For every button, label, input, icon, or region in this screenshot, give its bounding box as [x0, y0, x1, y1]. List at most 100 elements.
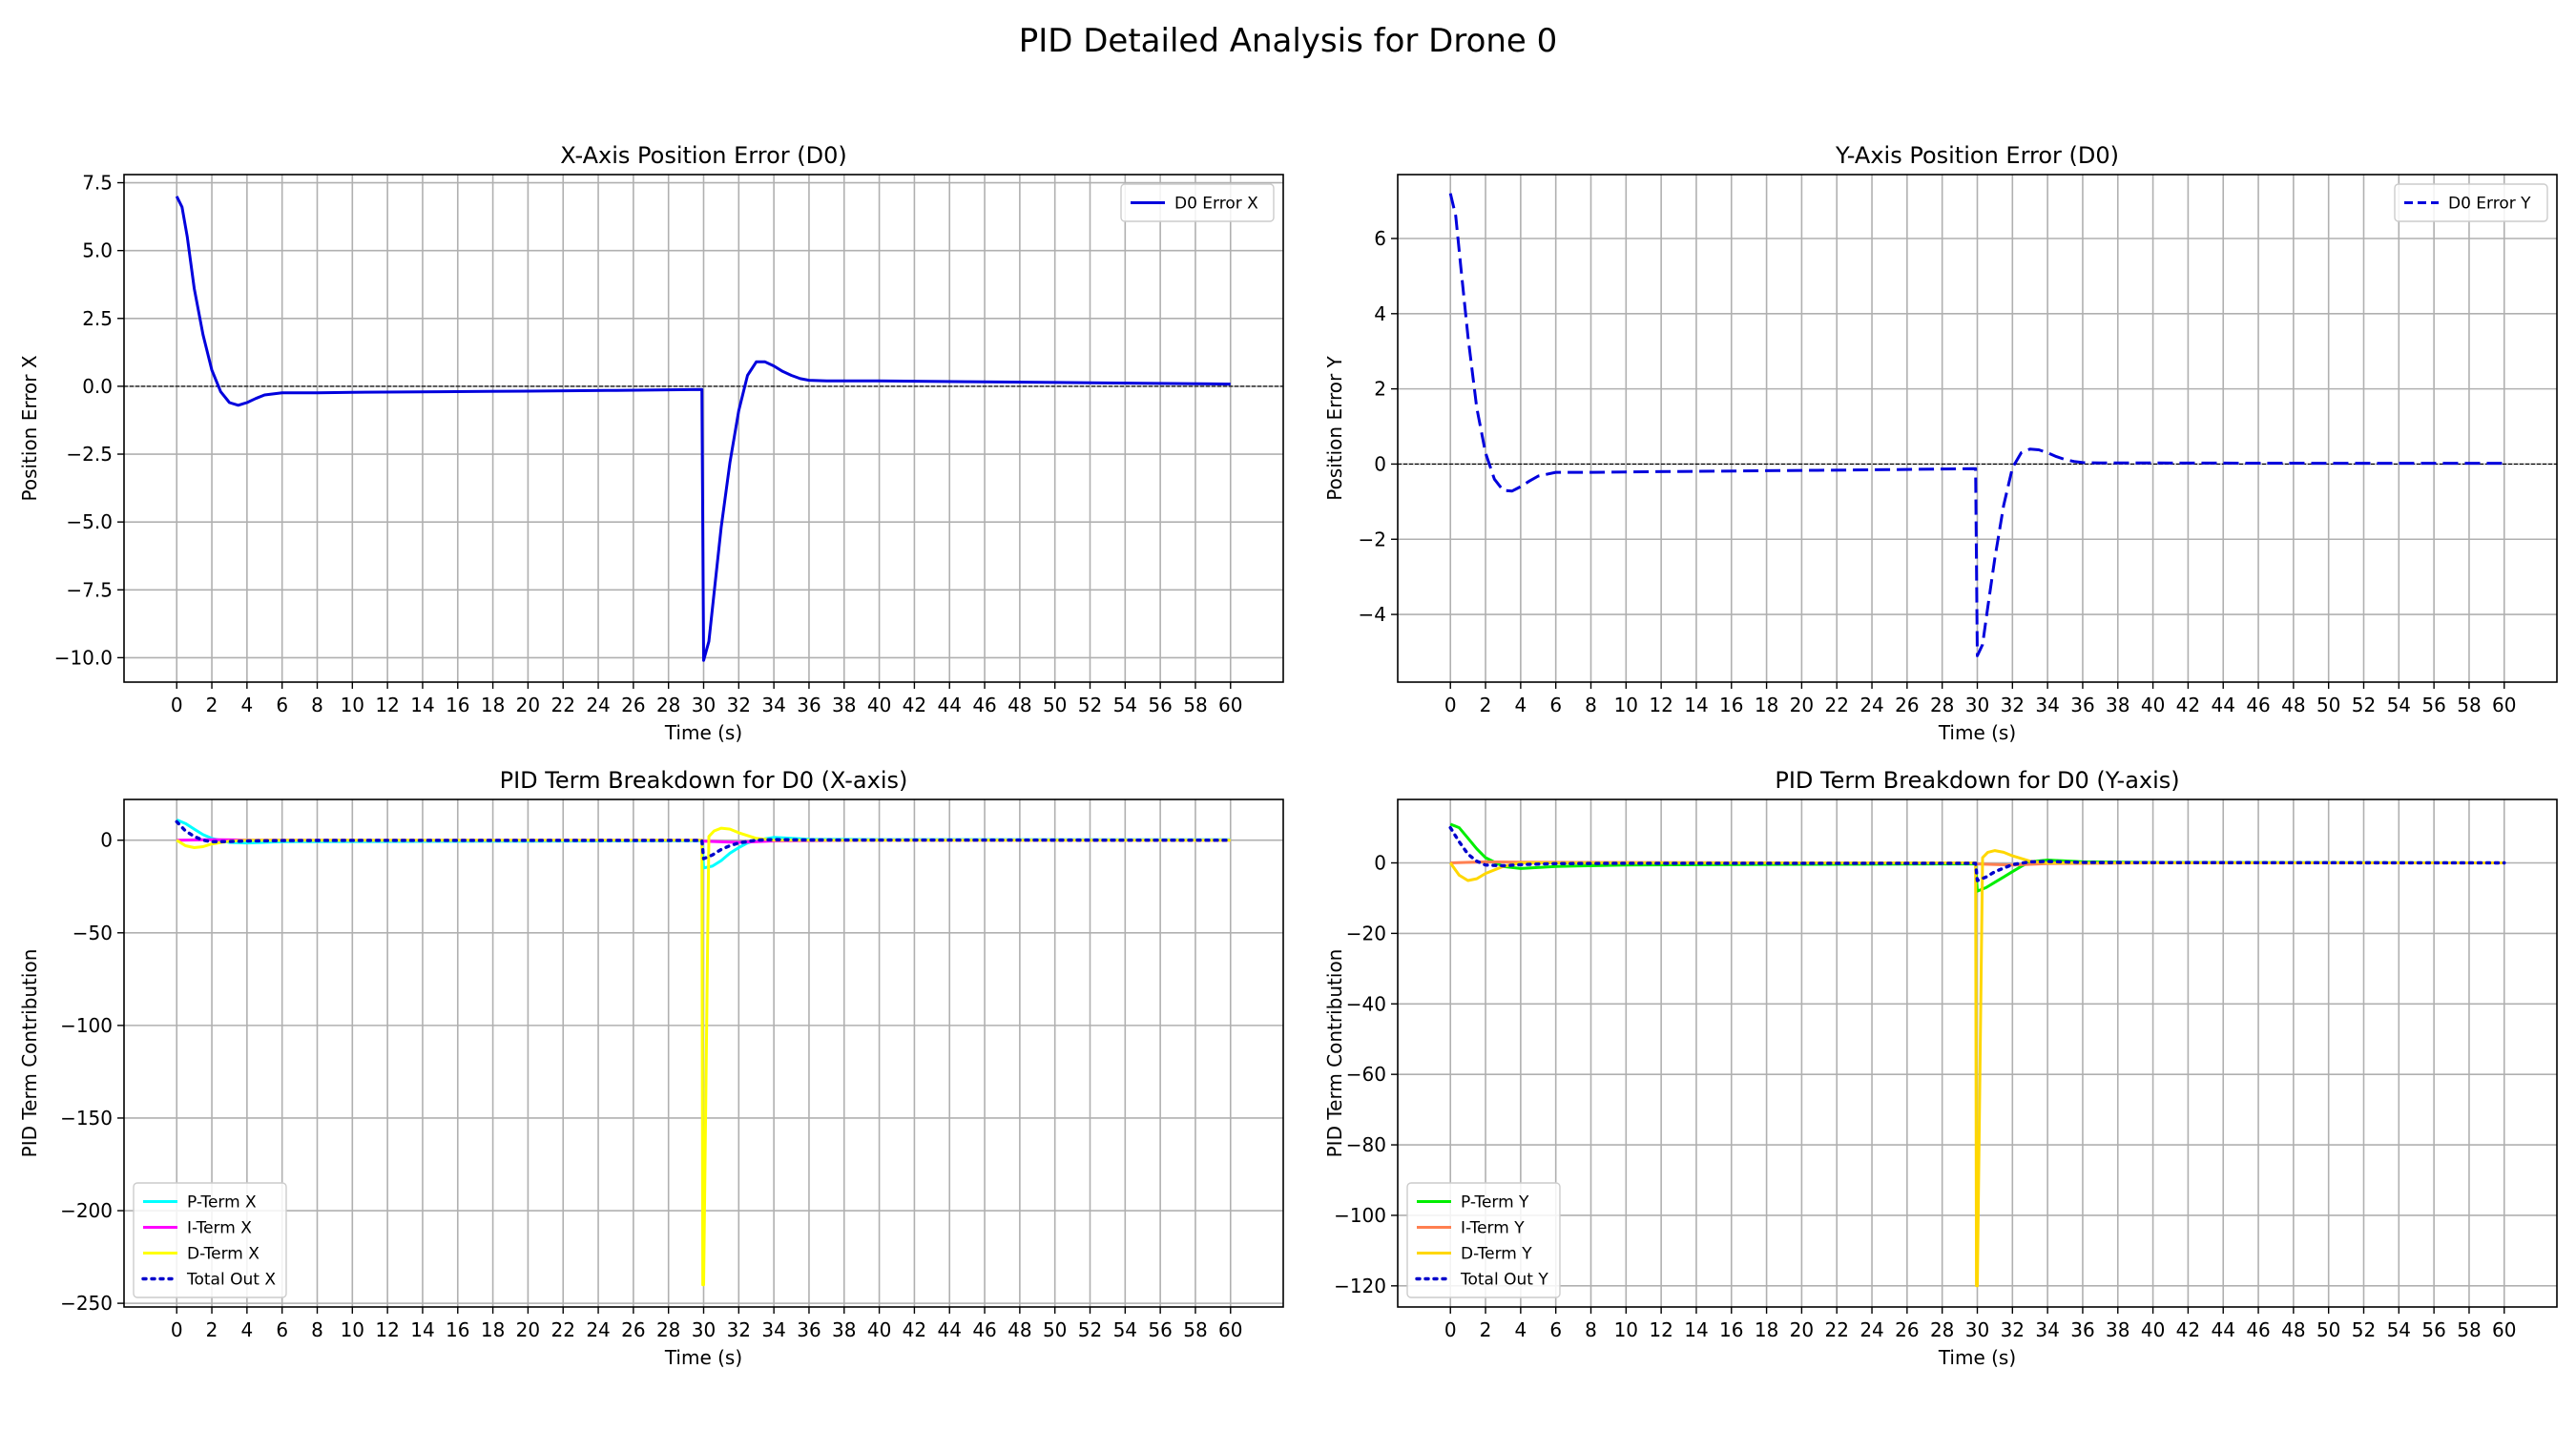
x-tick-label: 52 — [2352, 1318, 2376, 1341]
x-tick-label: 38 — [2106, 1318, 2129, 1341]
x-tick-label: 48 — [1008, 1318, 1031, 1341]
x-tick-label: 14 — [410, 1318, 434, 1341]
x-tick-label: 18 — [481, 694, 505, 716]
x-tick-label: 32 — [727, 1318, 751, 1341]
figure-suptitle: PID Detailed Analysis for Drone 0 — [1019, 22, 1558, 60]
x-tick-label: 14 — [1684, 1318, 1708, 1341]
x-tick-label: 56 — [1148, 694, 1172, 716]
x-tick-label: 56 — [2421, 694, 2445, 716]
legend: P-Term Y I-Term Y D-Term Y Total Out Y — [1406, 1182, 1561, 1298]
series-line-d0-error-x — [175, 196, 1231, 662]
x-tick-label: 44 — [938, 694, 962, 716]
x-tick-label: 24 — [1859, 1318, 1883, 1341]
legend-entry-label: P-Term Y — [1461, 1193, 1529, 1213]
x-tick-label: 36 — [797, 1318, 821, 1341]
x-axis-label: Time (s) — [664, 1346, 742, 1369]
x-tick-label: 0 — [1444, 1318, 1457, 1341]
x-tick-label: 52 — [1078, 694, 1102, 716]
x-tick-label: 42 — [2176, 694, 2200, 716]
x-tick-label: 40 — [2141, 694, 2165, 716]
x-tick-label: 60 — [2492, 694, 2516, 716]
x-tick-label: 10 — [341, 1318, 364, 1341]
x-tick-label: 2 — [1480, 694, 1492, 716]
legend-entry-label: D0 Error Y — [2448, 195, 2531, 214]
x-tick-label: 32 — [2001, 1318, 2025, 1341]
x-tick-label: 10 — [1614, 694, 1638, 716]
x-tick-label: 8 — [311, 694, 323, 716]
series-group — [1448, 193, 2504, 657]
x-tick-label: 8 — [311, 1318, 323, 1341]
series-group — [1448, 822, 2506, 1288]
x-tick-label: 46 — [972, 694, 996, 716]
x-tick-label: 44 — [2212, 1318, 2235, 1341]
x-tick-label: 48 — [2281, 694, 2305, 716]
y-axis-label: PID Term Contribution — [18, 949, 41, 1158]
y-tick-label: 6 — [1374, 227, 1386, 250]
legend: D0 Error Y — [2394, 183, 2548, 222]
x-tick-label: 24 — [1859, 694, 1883, 716]
x-tick-label: 60 — [2492, 1318, 2516, 1341]
x-tick-label: 12 — [375, 694, 399, 716]
y-tick-label: 7.5 — [82, 172, 113, 195]
series-group — [175, 196, 1231, 662]
x-tick-label: 6 — [1549, 1318, 1562, 1341]
x-tick-label: 18 — [1755, 694, 1778, 716]
x-tick-label: 16 — [1719, 1318, 1743, 1341]
x-tick-label: 50 — [1043, 694, 1067, 716]
x-tick-label: 32 — [727, 694, 751, 716]
y-tick-label: −2.5 — [66, 443, 113, 466]
x-tick-label: 44 — [938, 1318, 962, 1341]
y-tick-label: −60 — [1346, 1063, 1386, 1086]
x-tick-label: 14 — [1684, 694, 1708, 716]
y-tick-label: 0 — [100, 829, 113, 852]
y-tick-label: 0.0 — [82, 375, 113, 398]
x-tick-label: 12 — [375, 1318, 399, 1341]
chart-title: PID Term Breakdown for D0 (X-axis) — [500, 767, 908, 794]
y-tick-label: 0 — [1374, 452, 1386, 475]
y-axis-label: PID Term Contribution — [1323, 949, 1346, 1158]
x-tick-label: 14 — [410, 694, 434, 716]
legend: D0 Error X — [1120, 183, 1275, 222]
y-tick-label: −5.0 — [66, 510, 113, 533]
x-tick-label: 50 — [2316, 694, 2340, 716]
x-tick-label: 50 — [2316, 1318, 2340, 1341]
x-tick-label: 8 — [1585, 694, 1597, 716]
x-tick-label: 22 — [1825, 694, 1849, 716]
chart-panel-1: 0 2 4 6 8 10 12 14 16 18 20 22 24 26 28 30 32 34 36 38 40 42 4… — [18, 142, 1284, 744]
x-axis-label: Time (s) — [1938, 721, 2016, 744]
x-tick-label: 58 — [2457, 1318, 2481, 1341]
y-tick-label: 5.0 — [82, 239, 113, 262]
x-tick-label: 60 — [1218, 1318, 1242, 1341]
x-tick-label: 48 — [2281, 1318, 2305, 1341]
chart-panel-4: 0 2 4 6 8 10 12 14 16 18 20 22 24 26 28 30 32 34 36 38 40 42 4… — [1323, 767, 2558, 1369]
x-tick-label: 54 — [1113, 1318, 1137, 1341]
x-tick-label: 0 — [171, 1318, 183, 1341]
x-tick-label: 0 — [171, 694, 183, 716]
x-tick-label: 2 — [1480, 1318, 1492, 1341]
y-axis-label: Position Error X — [18, 355, 41, 501]
y-tick-label: −100 — [60, 1014, 113, 1037]
chart-title: Y-Axis Position Error (D0) — [1835, 142, 2119, 169]
y-tick-label: −2 — [1359, 528, 1386, 550]
x-tick-label: 28 — [1930, 694, 1954, 716]
chart-title: PID Term Breakdown for D0 (Y-axis) — [1775, 767, 2179, 794]
x-tick-label: 56 — [2421, 1318, 2445, 1341]
x-tick-label: 20 — [516, 1318, 540, 1341]
y-tick-label: −200 — [60, 1199, 113, 1222]
x-tick-label: 52 — [2352, 694, 2376, 716]
x-tick-label: 26 — [621, 694, 645, 716]
legend-box — [1406, 1182, 1561, 1298]
x-tick-label: 32 — [2001, 694, 2025, 716]
y-tick-label: −120 — [1334, 1275, 1386, 1297]
x-tick-label: 4 — [240, 694, 253, 716]
x-tick-label: 34 — [2035, 694, 2059, 716]
y-tick-label: −7.5 — [66, 578, 113, 601]
x-tick-label: 30 — [692, 694, 716, 716]
x-tick-label: 56 — [1148, 1318, 1172, 1341]
series-line-total-out-y — [1448, 825, 2506, 882]
y-tick-label: −10.0 — [54, 646, 113, 669]
x-tick-label: 6 — [276, 694, 288, 716]
x-tick-label: 4 — [1514, 694, 1527, 716]
x-tick-label: 20 — [516, 694, 540, 716]
x-tick-label: 54 — [2387, 1318, 2411, 1341]
